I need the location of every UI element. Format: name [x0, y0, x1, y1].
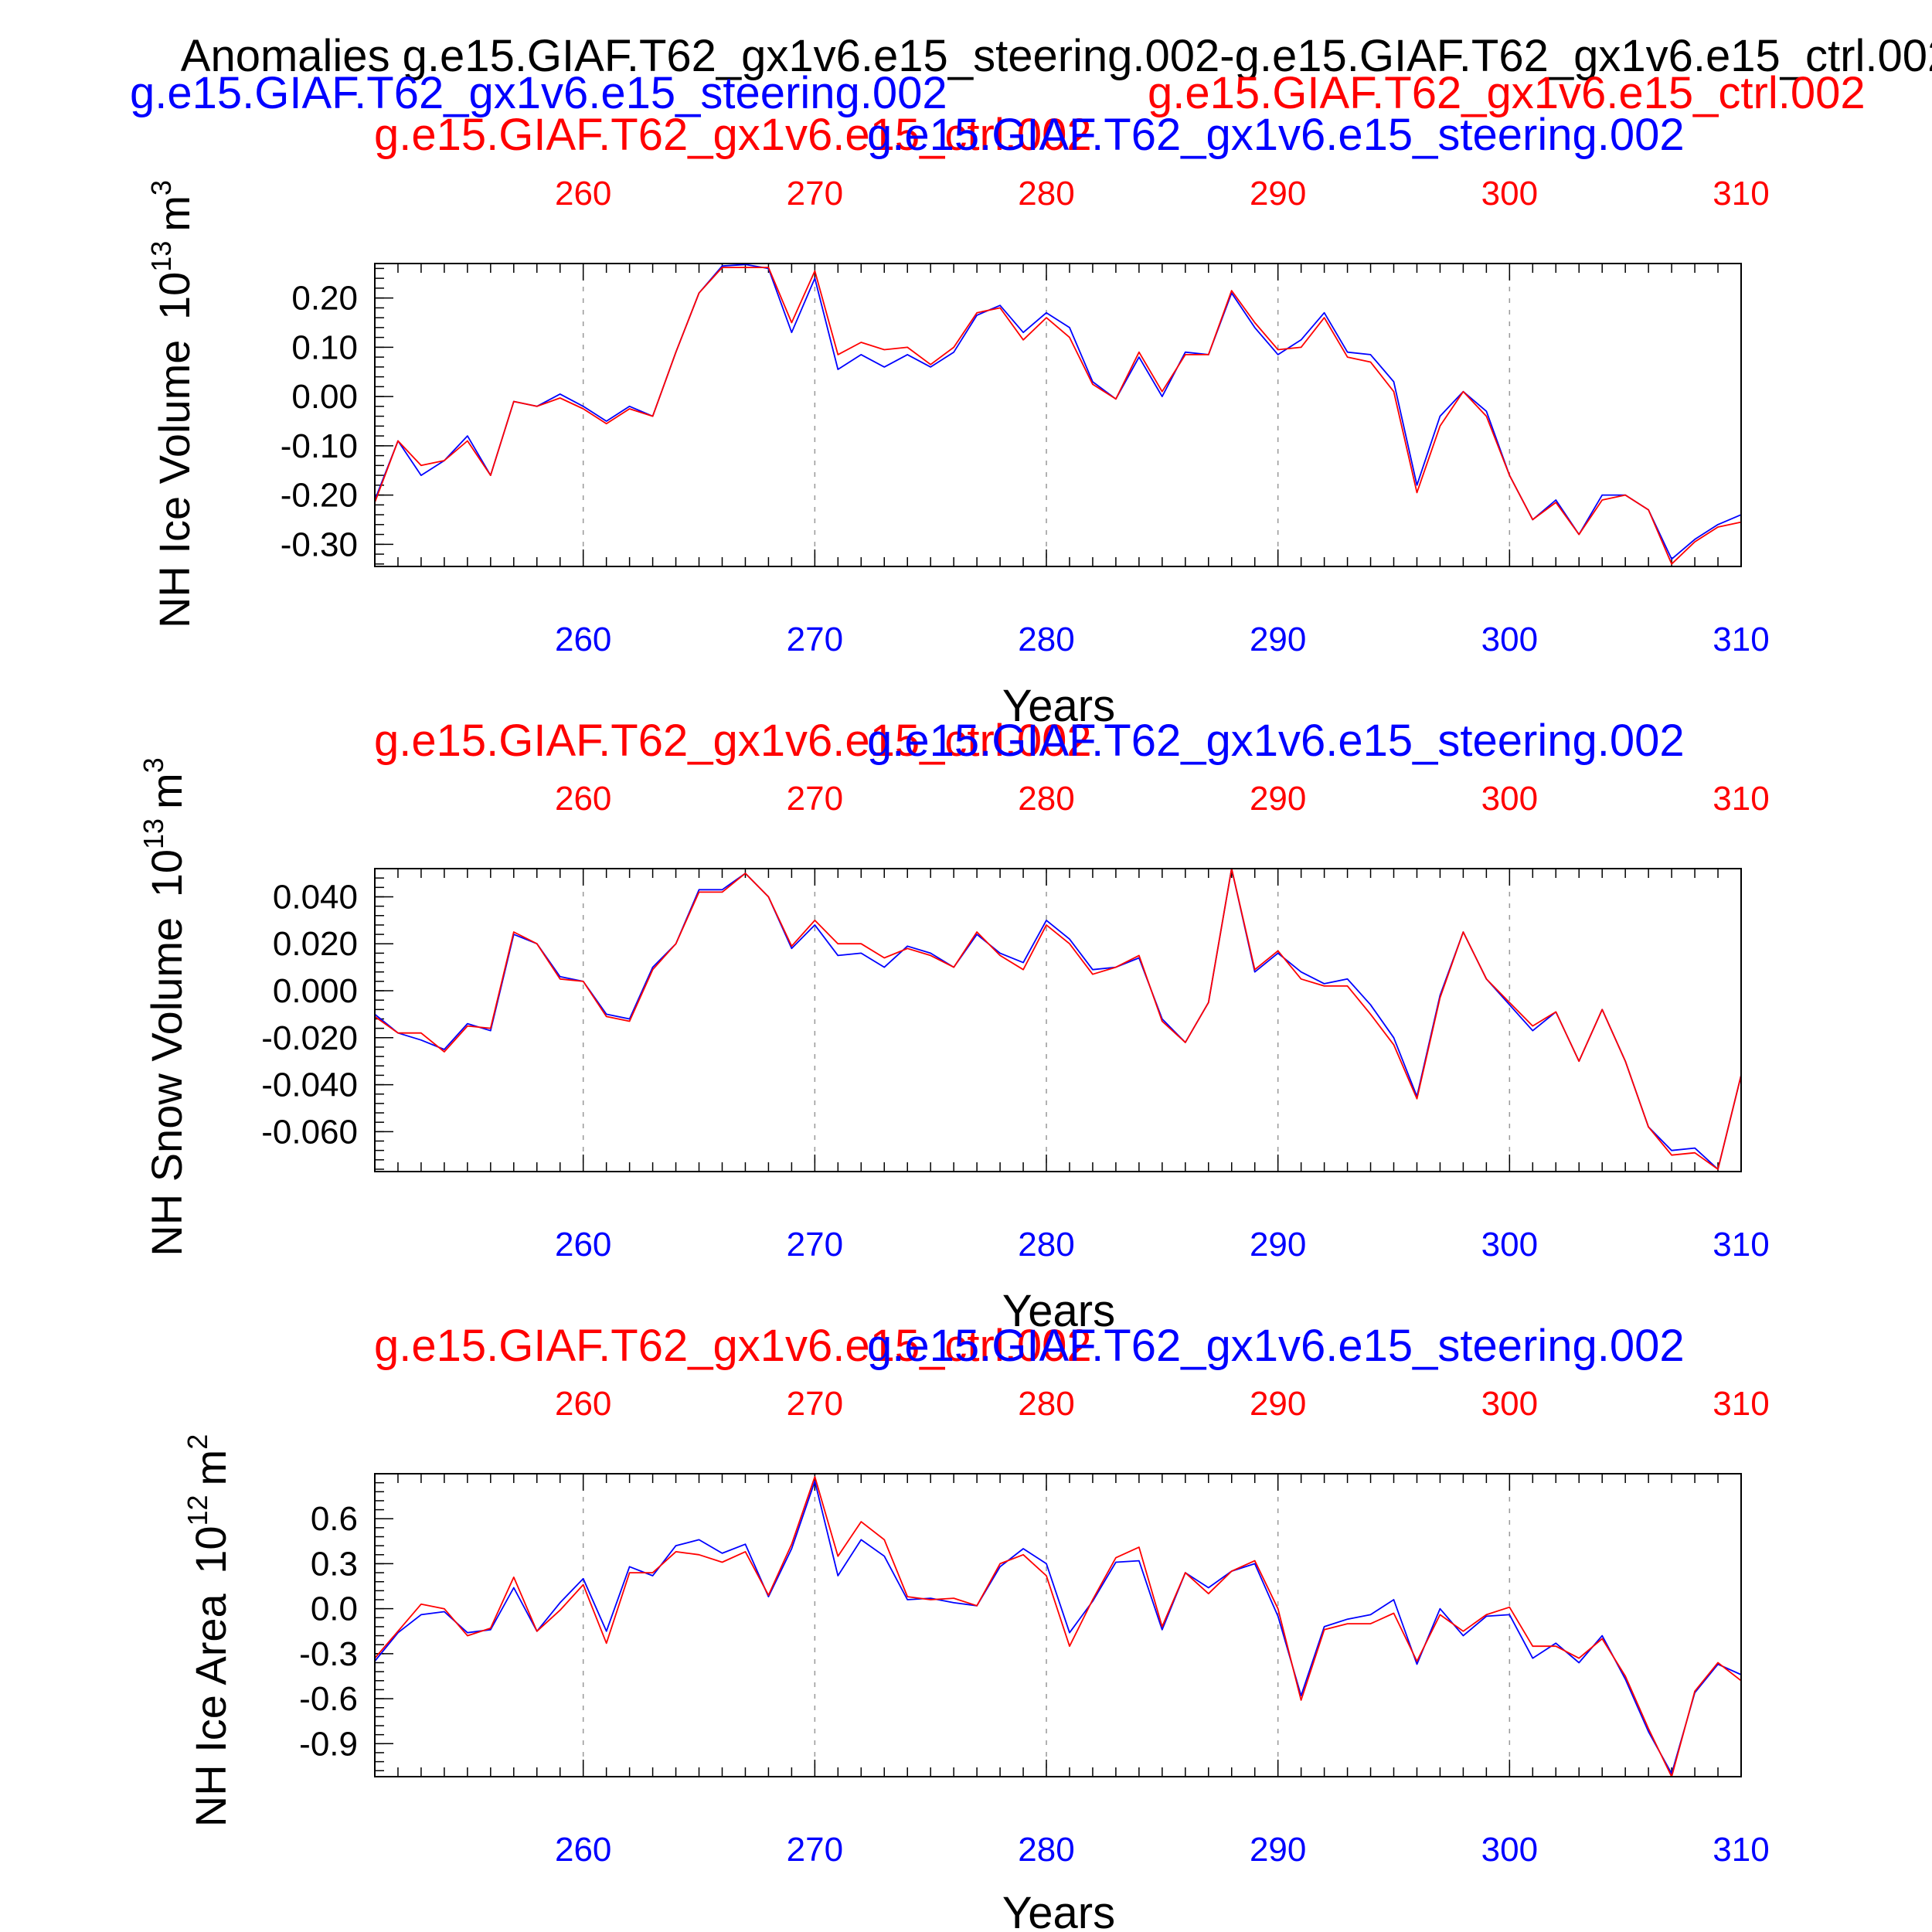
x-tick-label-top: 260	[555, 1385, 611, 1423]
x-tick-label-bottom: 260	[555, 1226, 611, 1264]
x-tick-label-bottom: 300	[1481, 1226, 1538, 1264]
panel1-legend-red: g.e15.GIAF.T62_gx1v6.e15_ctrl.002	[374, 110, 1092, 160]
y-tick-label: 0.10	[291, 328, 358, 366]
series-line-steering	[374, 868, 1742, 1170]
x-tick-label-bottom: 310	[1713, 1831, 1769, 1869]
series-line-steering	[374, 1480, 1742, 1775]
x-tick-label-bottom: 260	[555, 621, 611, 658]
series-line-ctrl	[374, 1476, 1742, 1777]
x-tick-label-top: 290	[1250, 175, 1306, 213]
x-tick-label-top: 300	[1481, 780, 1538, 818]
panel-ice-area: g.e15.GIAF.T62_gx1v6.e15_ctrl.002 g.e15.…	[182, 1321, 1770, 1932]
x-tick-label-bottom: 300	[1481, 1831, 1538, 1869]
x-tick-label-bottom: 310	[1713, 621, 1769, 658]
x-tick-label-top: 270	[787, 780, 843, 818]
x-tick-label-top: 280	[1018, 1385, 1074, 1423]
svg-text:NH Snow Volume 1013m3: NH Snow Volume 1013m3	[138, 757, 191, 1256]
panel1-plot-area: 0.20 0.10 0.00 -0.10 -0.20 -0.30 260 260 270 270 2…	[281, 175, 1770, 658]
svg-text:NH Ice Volume 1013m3: NH Ice Volume 1013m3	[145, 180, 199, 628]
x-tick-label-top: 310	[1713, 1385, 1769, 1423]
y-tick-label: 0.00	[291, 378, 358, 416]
panel3-ylabel: NH Ice Area 1012m2	[182, 1434, 235, 1828]
panel3-legend-red: g.e15.GIAF.T62_gx1v6.e15_ctrl.002	[374, 1321, 1092, 1371]
x-tick-label-bottom: 290	[1250, 621, 1306, 658]
panel1-legend-blue: g.e15.GIAF.T62_gx1v6.e15_steering.002	[867, 110, 1685, 160]
panel3-xlabel: Years	[1002, 1888, 1115, 1932]
main-title: Anomalies g.e15.GIAF.T62_gx1v6.e15_steer…	[181, 31, 1932, 81]
header-case-red: g.e15.GIAF.T62_gx1v6.e15_ctrl.002	[1148, 68, 1866, 118]
panel2-legend-red: g.e15.GIAF.T62_gx1v6.e15_ctrl.002	[374, 716, 1092, 766]
x-tick-label-top: 280	[1018, 780, 1074, 818]
x-tick-label-bottom: 280	[1018, 1226, 1074, 1264]
series-line-steering	[374, 264, 1742, 560]
plot-frame	[374, 263, 1742, 567]
x-tick-label-bottom: 300	[1481, 621, 1538, 658]
svg-text:NH Ice Area 1012m2: NH Ice Area 1012m2	[182, 1434, 235, 1828]
y-tick-label: 0.3	[311, 1545, 358, 1583]
panel1-ylabel: NH Ice Volume 1013m3	[145, 180, 199, 628]
panel2-plot-area: 0.040 0.020 0.000 -0.020 -0.040 -0.060 260 260 2…	[261, 780, 1769, 1264]
x-tick-label-top: 280	[1018, 175, 1074, 213]
y-tick-label: 0.020	[273, 925, 358, 963]
y-tick-label: 0.040	[273, 878, 358, 916]
x-tick-label-bottom: 280	[1018, 621, 1074, 658]
x-tick-label-top: 270	[787, 1385, 843, 1423]
y-tick-label: -0.9	[299, 1725, 358, 1763]
plot-frame	[374, 868, 1742, 1172]
y-tick-label: -0.040	[261, 1066, 358, 1104]
x-tick-label-top: 310	[1713, 175, 1769, 213]
panel-snow-volume: g.e15.GIAF.T62_gx1v6.e15_ctrl.002 g.e15.…	[138, 716, 1770, 1336]
x-tick-label-bottom: 270	[787, 1226, 843, 1264]
x-tick-label-bottom: 280	[1018, 1831, 1074, 1869]
x-tick-label-bottom: 290	[1250, 1226, 1306, 1264]
panel2-xlabel: Years	[1002, 1286, 1115, 1336]
plot-frame	[374, 1473, 1742, 1777]
y-tick-label: -0.060	[261, 1113, 358, 1151]
panel3-legend-blue: g.e15.GIAF.T62_gx1v6.e15_steering.002	[867, 1321, 1685, 1371]
panel2-ylabel: NH Snow Volume 1013m3	[138, 757, 191, 1256]
x-tick-label-bottom: 270	[787, 621, 843, 658]
x-tick-label-top: 270	[787, 175, 843, 213]
x-tick-label-bottom: 260	[555, 1831, 611, 1869]
panel1-xlabel: Years	[1002, 681, 1115, 731]
x-tick-label-top: 290	[1250, 780, 1306, 818]
x-tick-label-top: 300	[1481, 1385, 1538, 1423]
y-tick-label: -0.20	[281, 477, 358, 515]
x-tick-label-top: 260	[555, 780, 611, 818]
panel-ice-volume: g.e15.GIAF.T62_gx1v6.e15_ctrl.002 g.e15.…	[145, 110, 1770, 731]
x-tick-label-bottom: 290	[1250, 1831, 1306, 1869]
header-case-blue: g.e15.GIAF.T62_gx1v6.e15_steering.002	[130, 68, 947, 118]
y-tick-label: 0.0	[311, 1590, 358, 1628]
x-tick-label-top: 310	[1713, 780, 1769, 818]
x-tick-label-bottom: 270	[787, 1831, 843, 1869]
y-tick-label: -0.020	[261, 1019, 358, 1057]
y-tick-label: 0.20	[291, 280, 358, 318]
y-tick-label: -0.6	[299, 1680, 358, 1718]
y-tick-label: 0.000	[273, 972, 358, 1010]
y-tick-label: -0.10	[281, 427, 358, 465]
panel2-legend-blue: g.e15.GIAF.T62_gx1v6.e15_steering.002	[867, 716, 1685, 766]
series-line-ctrl	[374, 868, 1742, 1170]
series-line-ctrl	[374, 267, 1742, 565]
x-tick-label-top: 260	[555, 175, 611, 213]
x-tick-label-bottom: 310	[1713, 1226, 1769, 1264]
y-tick-label: -0.3	[299, 1635, 358, 1673]
y-tick-label: 0.6	[311, 1500, 358, 1538]
x-tick-label-top: 290	[1250, 1385, 1306, 1423]
panel3-plot-area: 0.6 0.3 0.0 -0.3 -0.6 -0.9 260 260 270 270 280 280 2…	[299, 1385, 1770, 1869]
x-tick-label-top: 300	[1481, 175, 1538, 213]
y-tick-label: -0.30	[281, 526, 358, 563]
